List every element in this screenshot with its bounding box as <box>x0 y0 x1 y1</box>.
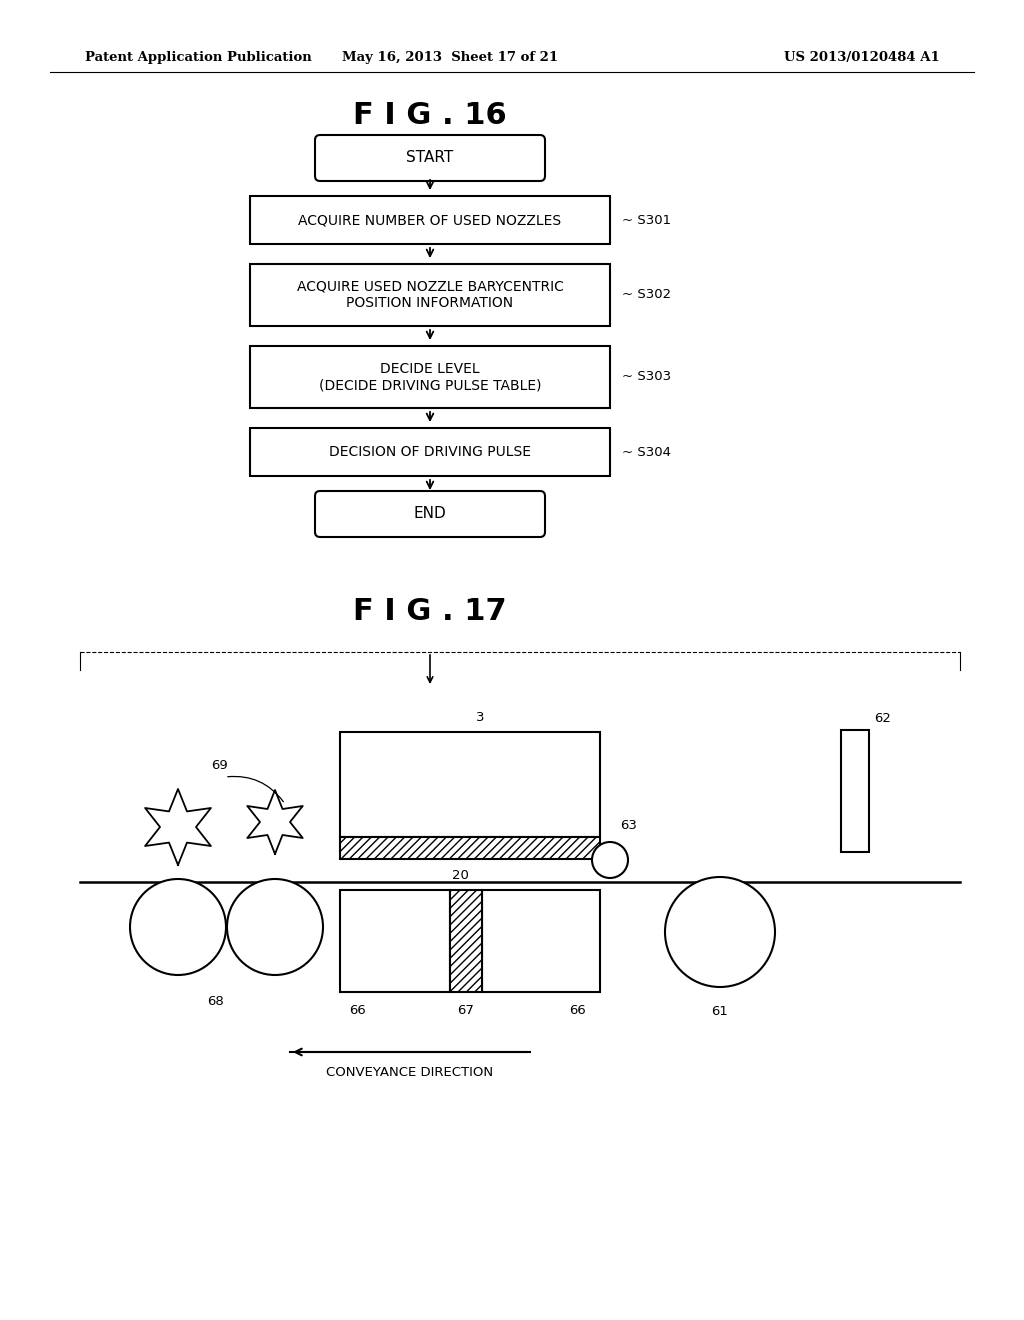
Bar <box>482 890 600 993</box>
Text: 66: 66 <box>569 1005 587 1016</box>
Bar <box>340 837 600 859</box>
Text: F I G . 17: F I G . 17 <box>353 598 507 627</box>
Bar <box>841 730 869 851</box>
Text: Patent Application Publication: Patent Application Publication <box>85 51 311 65</box>
Text: ACQUIRE USED NOZZLE BARYCENTRIC
POSITION INFORMATION: ACQUIRE USED NOZZLE BARYCENTRIC POSITION… <box>297 280 563 310</box>
Text: 69: 69 <box>212 759 228 772</box>
Bar <box>340 733 600 837</box>
Text: ~ S301: ~ S301 <box>622 214 671 227</box>
Text: DECIDE LEVEL
(DECIDE DRIVING PULSE TABLE): DECIDE LEVEL (DECIDE DRIVING PULSE TABLE… <box>318 362 542 392</box>
Text: 68: 68 <box>207 995 223 1008</box>
FancyBboxPatch shape <box>315 135 545 181</box>
Text: CONVEYANCE DIRECTION: CONVEYANCE DIRECTION <box>327 1067 494 1078</box>
Text: START: START <box>407 150 454 165</box>
Text: 63: 63 <box>620 818 637 832</box>
Bar <box>450 890 482 993</box>
Text: ~ S304: ~ S304 <box>622 446 671 458</box>
FancyBboxPatch shape <box>315 491 545 537</box>
Bar <box>250 428 610 477</box>
Text: ~ S302: ~ S302 <box>622 289 671 301</box>
Bar <box>250 195 610 244</box>
Bar <box>250 264 610 326</box>
Text: F I G . 16: F I G . 16 <box>353 100 507 129</box>
Text: ~ S303: ~ S303 <box>622 371 671 384</box>
Circle shape <box>227 879 323 975</box>
Text: 61: 61 <box>712 1005 728 1018</box>
Text: May 16, 2013  Sheet 17 of 21: May 16, 2013 Sheet 17 of 21 <box>342 51 558 65</box>
Circle shape <box>665 876 775 987</box>
Bar <box>340 890 450 993</box>
Text: DECISION OF DRIVING PULSE: DECISION OF DRIVING PULSE <box>329 445 531 459</box>
Text: 3: 3 <box>476 711 484 723</box>
Bar <box>250 346 610 408</box>
Text: 20: 20 <box>452 869 468 882</box>
Circle shape <box>592 842 628 878</box>
Text: ACQUIRE NUMBER OF USED NOZZLES: ACQUIRE NUMBER OF USED NOZZLES <box>298 213 561 227</box>
Text: 62: 62 <box>874 711 891 725</box>
Circle shape <box>130 879 226 975</box>
Text: 67: 67 <box>458 1005 474 1016</box>
Text: US 2013/0120484 A1: US 2013/0120484 A1 <box>784 51 940 65</box>
Text: 66: 66 <box>349 1005 367 1016</box>
Text: END: END <box>414 507 446 521</box>
